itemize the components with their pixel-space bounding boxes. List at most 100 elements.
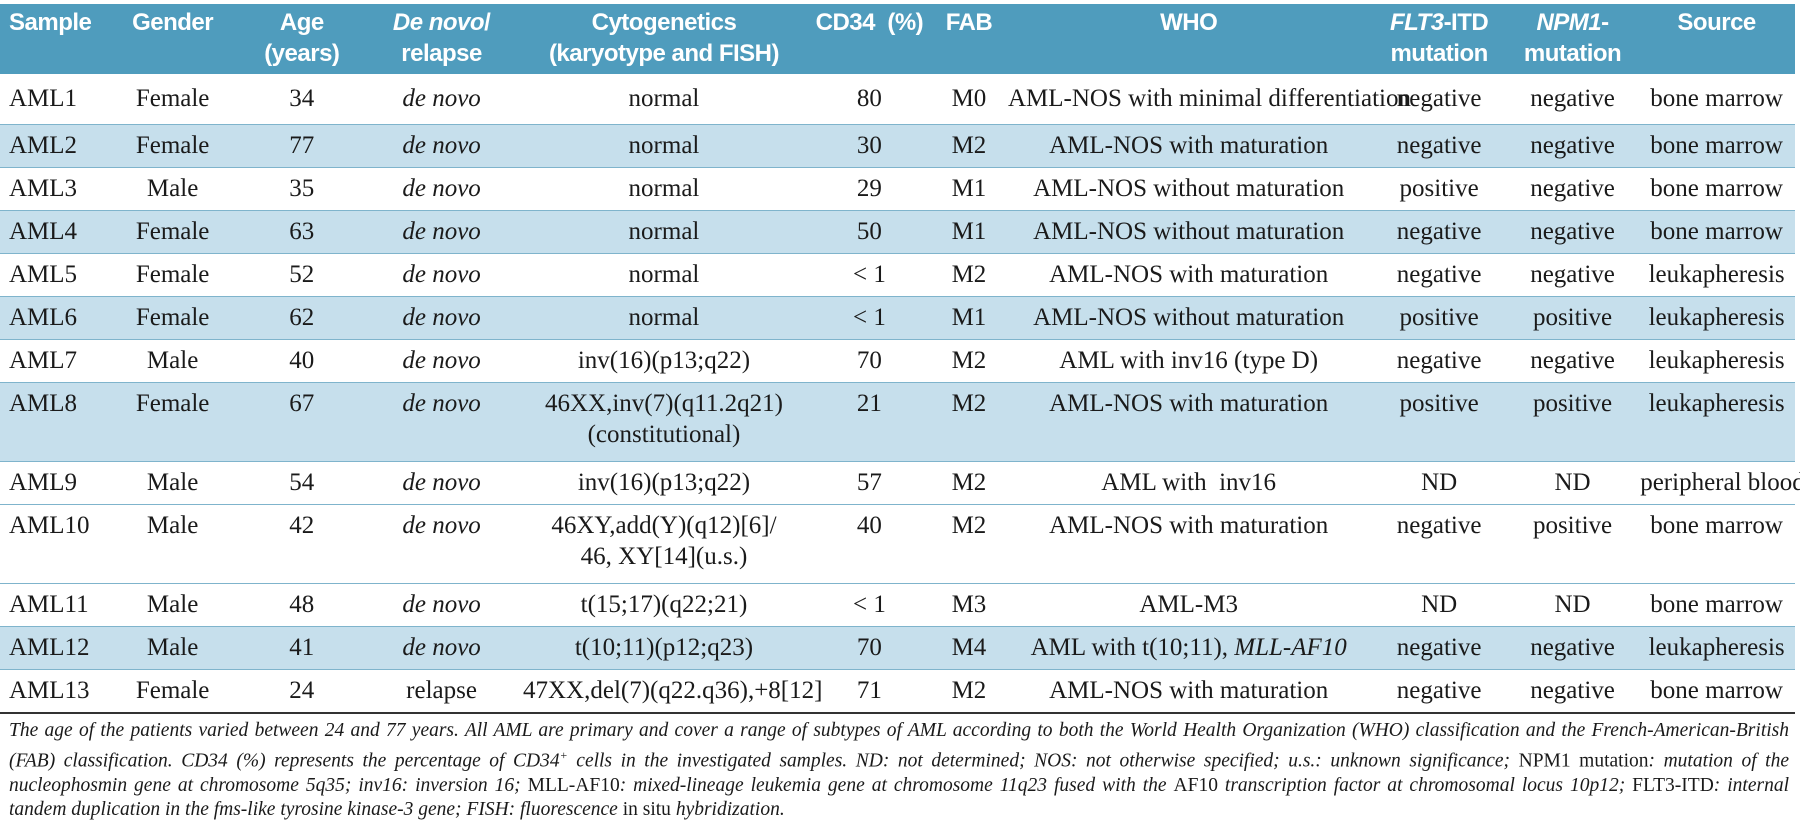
cell-cyto: normal	[521, 167, 807, 211]
cell-sample: AML1	[0, 74, 104, 125]
cell-who: AML-NOS with maturation	[1006, 504, 1372, 584]
cell-status: de novo	[362, 339, 521, 383]
header-fab: FAB	[945, 9, 993, 36]
table-row: AML10 Male 42 de novo 46XY,add(Y)(q12)[6]/46…	[0, 504, 1795, 584]
cell-source: leukapheresis	[1638, 253, 1795, 297]
cell-cd34: 71	[806, 669, 932, 714]
cell-cd34: 50	[806, 210, 932, 254]
header-npm1: NPM1- mutation	[1523, 9, 1622, 67]
cell-gender: Female	[103, 253, 242, 297]
cell-cyto: 46XX,inv(7)(q11.2q21) (constitutional)	[521, 382, 807, 462]
cell-gender: Female	[103, 382, 242, 462]
table-row: AML6 Female 62 de novo normal < 1 M1 AML-NOS wi…	[0, 296, 1795, 340]
table-row: AML4 Female 63 de novo normal 50 M1 AML-NOS wit…	[0, 210, 1795, 254]
cell-source: leukapheresis	[1638, 626, 1795, 670]
cell-flt3: negative	[1371, 210, 1507, 254]
cell-status: de novo	[362, 382, 521, 462]
cell-source: peripheral blood	[1638, 461, 1800, 505]
cell-cd34: < 1	[806, 253, 932, 297]
cell-fab: M0	[931, 74, 1006, 125]
cell-fab: M2	[931, 461, 1006, 505]
cell-cd34: 21	[806, 382, 932, 462]
cell-sample: AML13	[0, 669, 104, 714]
cell-status: de novo	[362, 296, 521, 340]
cell-age: 34	[241, 74, 363, 125]
cell-cd34: 30	[806, 124, 932, 168]
cell-sample: AML4	[0, 210, 104, 254]
cell-who: AML with inv16 (type D)	[1006, 339, 1372, 383]
cell-source: leukapheresis	[1638, 296, 1795, 340]
cell-flt3: positive	[1371, 382, 1507, 462]
table-row: AML13 Female 24 relapse 47XX,del(7)(q22.q36)…	[0, 669, 1795, 714]
cell-flt3: negative	[1371, 626, 1507, 670]
cell-source: leukapheresis	[1638, 382, 1795, 462]
cell-status: de novo	[362, 626, 521, 670]
cell-who: AML-M3	[1006, 583, 1372, 627]
cell-who: AML-NOS without maturation	[1006, 296, 1372, 340]
cell-fab: M2	[931, 382, 1006, 462]
cell-npm1: negative	[1506, 669, 1639, 714]
cell-flt3: negative	[1371, 124, 1507, 168]
cell-cd34: 40	[806, 504, 932, 584]
cell-fab: M4	[931, 626, 1006, 670]
cell-flt3: ND	[1371, 461, 1507, 505]
cell-fab: M2	[931, 669, 1006, 714]
cell-fab: M1	[931, 296, 1006, 340]
cell-sample: AML7	[0, 339, 104, 383]
cell-npm1: ND	[1506, 461, 1639, 505]
cell-who: AML-NOS with maturation	[1006, 669, 1372, 714]
cell-cyto: t(10;11)(p12;q23)	[521, 626, 807, 670]
header-sample: Sample	[9, 9, 92, 36]
cell-cd34: 29	[806, 167, 932, 211]
cell-gender: Male	[103, 583, 242, 627]
cell-age: 24	[241, 669, 363, 714]
cell-sample: AML8	[0, 382, 104, 462]
cell-cyto: inv(16)(p13;q22)	[521, 339, 807, 383]
cell-gender: Female	[103, 210, 242, 254]
cell-fab: M2	[931, 124, 1006, 168]
cell-npm1: ND	[1506, 583, 1639, 627]
cell-cd34: < 1	[806, 583, 932, 627]
header-cytogenetics: Cytogenetics (karyotype and FISH)	[548, 9, 780, 67]
cell-cyto: t(15;17)(q22;21)	[521, 583, 807, 627]
cell-age: 77	[241, 124, 363, 168]
cell-status: relapse	[362, 669, 521, 714]
cell-fab: M1	[931, 210, 1006, 254]
cell-cd34: 70	[806, 626, 932, 670]
cell-npm1: negative	[1506, 626, 1639, 670]
cell-sample: AML12	[0, 626, 104, 670]
cell-who: AML-NOS with maturation	[1006, 253, 1372, 297]
cell-sample: AML2	[0, 124, 104, 168]
cell-sample: AML9	[0, 461, 104, 505]
cell-cyto: normal	[521, 253, 807, 297]
cell-source: bone marrow	[1638, 504, 1795, 584]
cell-status: de novo	[362, 210, 521, 254]
cell-status: de novo	[362, 124, 521, 168]
table-row: AML5 Female 52 de novo normal < 1 M2 AML-NOS wi…	[0, 253, 1795, 297]
header-row: Sample Gender Age (years) De novo/relapse…	[0, 4, 1795, 74]
cell-age: 48	[241, 583, 363, 627]
cell-flt3: negative	[1371, 339, 1507, 383]
cell-npm1: negative	[1506, 167, 1639, 211]
cell-cd34: < 1	[806, 296, 932, 340]
table-row: AML11 Male 48 de novo t(15;17)(q22;21) < 1 M3 A…	[0, 583, 1795, 627]
cell-flt3: ND	[1371, 583, 1507, 627]
cell-flt3: positive	[1371, 296, 1507, 340]
table-row: AML12 Male 41 de novo t(10;11)(p12;q23) 70 M4 A…	[0, 626, 1795, 670]
table-container: Sample Gender Age (years) De novo/relapse…	[0, 4, 1800, 714]
cell-npm1: positive	[1506, 382, 1639, 462]
cell-flt3: negative	[1371, 504, 1507, 584]
cell-status: de novo	[362, 583, 521, 627]
cell-age: 41	[241, 626, 363, 670]
cell-flt3: positive	[1371, 167, 1507, 211]
cell-age: 52	[241, 253, 363, 297]
cell-status: de novo	[362, 167, 521, 211]
cell-npm1: negative	[1506, 74, 1639, 125]
cell-cyto: normal	[521, 296, 807, 340]
cell-gender: Male	[103, 461, 242, 505]
cell-source: bone marrow	[1638, 167, 1795, 211]
cell-age: 35	[241, 167, 363, 211]
header-gender: Gender	[132, 9, 214, 36]
cell-npm1: negative	[1506, 339, 1639, 383]
header-who: WHO	[1160, 9, 1218, 36]
